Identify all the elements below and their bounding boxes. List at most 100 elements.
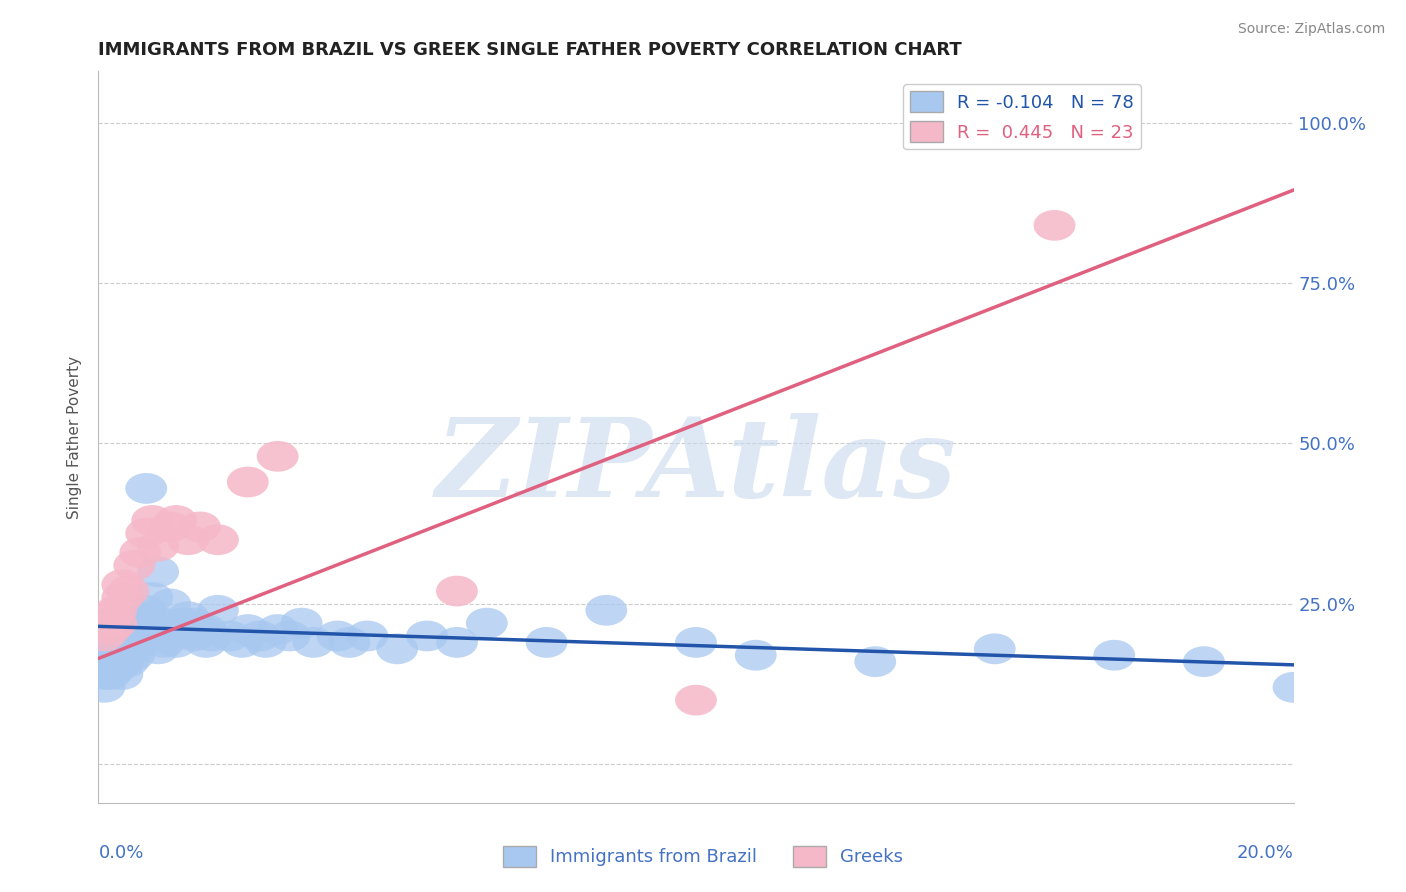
Text: 0.0%: 0.0% [98, 844, 143, 862]
Ellipse shape [377, 633, 418, 665]
Ellipse shape [138, 531, 179, 562]
Ellipse shape [155, 615, 197, 645]
Ellipse shape [96, 653, 138, 683]
Ellipse shape [173, 621, 215, 651]
Ellipse shape [96, 607, 138, 639]
Ellipse shape [90, 659, 131, 690]
Ellipse shape [83, 621, 125, 651]
Ellipse shape [101, 646, 143, 677]
Ellipse shape [125, 595, 167, 625]
Ellipse shape [96, 627, 138, 657]
Ellipse shape [436, 627, 478, 657]
Ellipse shape [186, 627, 226, 657]
Ellipse shape [96, 615, 138, 645]
Ellipse shape [120, 537, 162, 568]
Ellipse shape [292, 627, 335, 657]
Ellipse shape [465, 607, 508, 639]
Ellipse shape [239, 621, 281, 651]
Ellipse shape [167, 524, 209, 555]
Ellipse shape [143, 607, 186, 639]
Ellipse shape [269, 621, 311, 651]
Ellipse shape [179, 511, 221, 542]
Ellipse shape [125, 473, 167, 504]
Ellipse shape [125, 607, 167, 639]
Ellipse shape [83, 672, 125, 703]
Ellipse shape [173, 607, 215, 639]
Ellipse shape [143, 627, 186, 657]
Ellipse shape [90, 646, 131, 677]
Ellipse shape [101, 659, 143, 690]
Ellipse shape [675, 627, 717, 657]
Ellipse shape [197, 524, 239, 555]
Ellipse shape [96, 640, 138, 671]
Ellipse shape [221, 627, 263, 657]
Text: IMMIGRANTS FROM BRAZIL VS GREEK SINGLE FATHER POVERTY CORRELATION CHART: IMMIGRANTS FROM BRAZIL VS GREEK SINGLE F… [98, 41, 962, 59]
Ellipse shape [155, 505, 197, 536]
Ellipse shape [101, 582, 143, 613]
Ellipse shape [138, 557, 179, 587]
Ellipse shape [1094, 640, 1135, 671]
Ellipse shape [131, 505, 173, 536]
Ellipse shape [90, 615, 131, 645]
Ellipse shape [735, 640, 776, 671]
Ellipse shape [281, 607, 322, 639]
Ellipse shape [107, 621, 149, 651]
Ellipse shape [138, 615, 179, 645]
Ellipse shape [585, 595, 627, 625]
Ellipse shape [257, 615, 298, 645]
Ellipse shape [90, 601, 131, 632]
Ellipse shape [83, 646, 125, 677]
Ellipse shape [149, 589, 191, 619]
Ellipse shape [855, 646, 896, 677]
Legend: Immigrants from Brazil, Greeks: Immigrants from Brazil, Greeks [496, 838, 910, 874]
Ellipse shape [245, 627, 287, 657]
Ellipse shape [1182, 646, 1225, 677]
Ellipse shape [1272, 672, 1315, 703]
Ellipse shape [120, 627, 162, 657]
Ellipse shape [114, 640, 155, 671]
Ellipse shape [101, 621, 143, 651]
Ellipse shape [96, 595, 138, 625]
Ellipse shape [90, 621, 131, 651]
Ellipse shape [149, 511, 191, 542]
Ellipse shape [257, 441, 298, 472]
Ellipse shape [138, 633, 179, 665]
Ellipse shape [675, 685, 717, 715]
Ellipse shape [526, 627, 568, 657]
Ellipse shape [107, 575, 149, 607]
Ellipse shape [107, 646, 149, 677]
Ellipse shape [83, 633, 125, 665]
Ellipse shape [114, 627, 155, 657]
Ellipse shape [179, 615, 221, 645]
Ellipse shape [83, 621, 125, 651]
Ellipse shape [226, 467, 269, 498]
Ellipse shape [316, 621, 359, 651]
Ellipse shape [346, 621, 388, 651]
Legend: R = -0.104   N = 78, R =  0.445   N = 23: R = -0.104 N = 78, R = 0.445 N = 23 [903, 84, 1142, 149]
Ellipse shape [329, 627, 370, 657]
Ellipse shape [90, 607, 131, 639]
Ellipse shape [1033, 210, 1076, 241]
Ellipse shape [191, 621, 233, 651]
Ellipse shape [406, 621, 449, 651]
Ellipse shape [107, 633, 149, 665]
Ellipse shape [436, 575, 478, 607]
Ellipse shape [155, 627, 197, 657]
Ellipse shape [197, 595, 239, 625]
Ellipse shape [101, 569, 143, 600]
Ellipse shape [101, 633, 143, 665]
Ellipse shape [90, 633, 131, 665]
Text: Source: ZipAtlas.com: Source: ZipAtlas.com [1237, 22, 1385, 37]
Ellipse shape [83, 659, 125, 690]
Ellipse shape [167, 615, 209, 645]
Ellipse shape [149, 621, 191, 651]
Ellipse shape [167, 601, 209, 632]
Text: 20.0%: 20.0% [1237, 844, 1294, 862]
Y-axis label: Single Father Poverty: Single Father Poverty [67, 356, 83, 518]
Ellipse shape [131, 621, 173, 651]
Ellipse shape [107, 607, 149, 639]
Ellipse shape [114, 615, 155, 645]
Ellipse shape [101, 607, 143, 639]
Ellipse shape [974, 633, 1015, 665]
Text: ZIPAtlas: ZIPAtlas [436, 413, 956, 520]
